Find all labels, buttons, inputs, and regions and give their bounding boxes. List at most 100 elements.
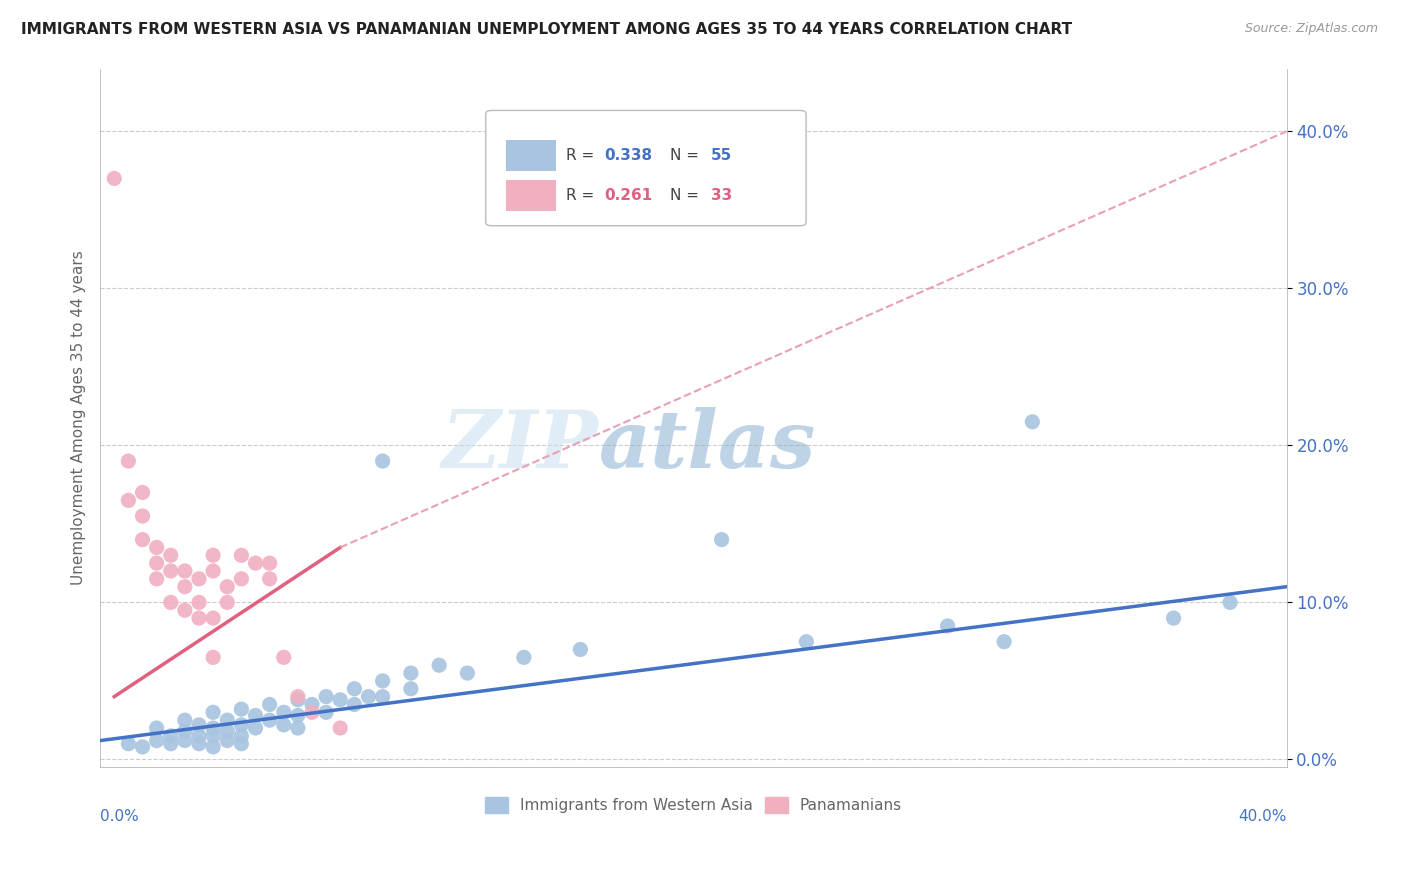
FancyBboxPatch shape xyxy=(485,111,806,226)
Point xyxy=(217,580,239,594)
Point xyxy=(188,737,211,751)
Point xyxy=(399,666,422,681)
Point xyxy=(202,729,225,743)
Point xyxy=(315,690,337,704)
Point xyxy=(173,580,195,594)
Point xyxy=(217,713,239,727)
Point xyxy=(231,572,253,586)
Point xyxy=(117,493,139,508)
Y-axis label: Unemployment Among Ages 35 to 44 years: Unemployment Among Ages 35 to 44 years xyxy=(72,251,86,585)
Point xyxy=(202,564,225,578)
Point xyxy=(231,549,253,563)
Point xyxy=(287,692,309,706)
Point xyxy=(173,564,195,578)
Point xyxy=(131,485,153,500)
Point xyxy=(231,729,253,743)
Point xyxy=(329,721,352,735)
Text: R =: R = xyxy=(567,148,599,163)
Point xyxy=(273,706,295,720)
Point xyxy=(145,733,167,747)
Text: Source: ZipAtlas.com: Source: ZipAtlas.com xyxy=(1244,22,1378,36)
Point xyxy=(259,572,281,586)
Text: 33: 33 xyxy=(711,188,733,203)
Point xyxy=(259,713,281,727)
Point xyxy=(159,595,181,609)
Point xyxy=(343,698,366,712)
Point xyxy=(287,708,309,723)
Point xyxy=(259,556,281,570)
Point xyxy=(371,690,394,704)
Text: 40.0%: 40.0% xyxy=(1239,809,1286,824)
Point xyxy=(273,718,295,732)
Point xyxy=(202,650,225,665)
Point xyxy=(131,533,153,547)
Point xyxy=(188,729,211,743)
Point xyxy=(357,690,380,704)
Point xyxy=(1219,595,1241,609)
Point xyxy=(936,619,959,633)
Point xyxy=(217,724,239,739)
Point xyxy=(513,650,536,665)
Point xyxy=(259,698,281,712)
Point xyxy=(188,595,211,609)
Point xyxy=(993,634,1015,648)
Text: 0.338: 0.338 xyxy=(605,148,652,163)
Point xyxy=(301,698,323,712)
Text: N =: N = xyxy=(669,148,703,163)
Point xyxy=(427,658,450,673)
Point xyxy=(159,729,181,743)
Point xyxy=(287,690,309,704)
Point xyxy=(371,673,394,688)
Point xyxy=(796,634,818,648)
Point xyxy=(117,737,139,751)
Point xyxy=(315,706,337,720)
Point xyxy=(159,549,181,563)
Point xyxy=(145,556,167,570)
Point xyxy=(287,721,309,735)
Point xyxy=(569,642,592,657)
Point xyxy=(103,171,125,186)
Point xyxy=(173,713,195,727)
Point xyxy=(173,724,195,739)
Point xyxy=(1021,415,1043,429)
Point xyxy=(343,681,366,696)
Text: 0.261: 0.261 xyxy=(605,188,652,203)
Point xyxy=(188,611,211,625)
Text: N =: N = xyxy=(669,188,703,203)
Point xyxy=(245,556,267,570)
Point xyxy=(231,718,253,732)
Point xyxy=(145,541,167,555)
Point xyxy=(145,572,167,586)
Point xyxy=(399,681,422,696)
Point xyxy=(188,718,211,732)
Text: ZIP: ZIP xyxy=(441,407,599,484)
Point xyxy=(456,666,478,681)
Point xyxy=(231,702,253,716)
Point xyxy=(188,572,211,586)
Point xyxy=(1163,611,1185,625)
Point xyxy=(131,739,153,754)
Point xyxy=(217,595,239,609)
Point xyxy=(329,692,352,706)
Text: 0.0%: 0.0% xyxy=(100,809,139,824)
Point xyxy=(202,721,225,735)
Point xyxy=(202,706,225,720)
Text: atlas: atlas xyxy=(599,407,815,484)
Point xyxy=(301,706,323,720)
Text: R =: R = xyxy=(567,188,599,203)
Point xyxy=(173,733,195,747)
Point xyxy=(202,611,225,625)
Point xyxy=(202,549,225,563)
Point xyxy=(145,721,167,735)
FancyBboxPatch shape xyxy=(506,180,555,211)
Point xyxy=(231,737,253,751)
Point xyxy=(131,509,153,524)
Point xyxy=(117,454,139,468)
FancyBboxPatch shape xyxy=(506,141,555,171)
Point xyxy=(173,603,195,617)
Point xyxy=(202,739,225,754)
Legend: Immigrants from Western Asia, Panamanians: Immigrants from Western Asia, Panamanian… xyxy=(478,791,908,819)
Point xyxy=(245,708,267,723)
Point xyxy=(159,737,181,751)
Point xyxy=(710,533,733,547)
